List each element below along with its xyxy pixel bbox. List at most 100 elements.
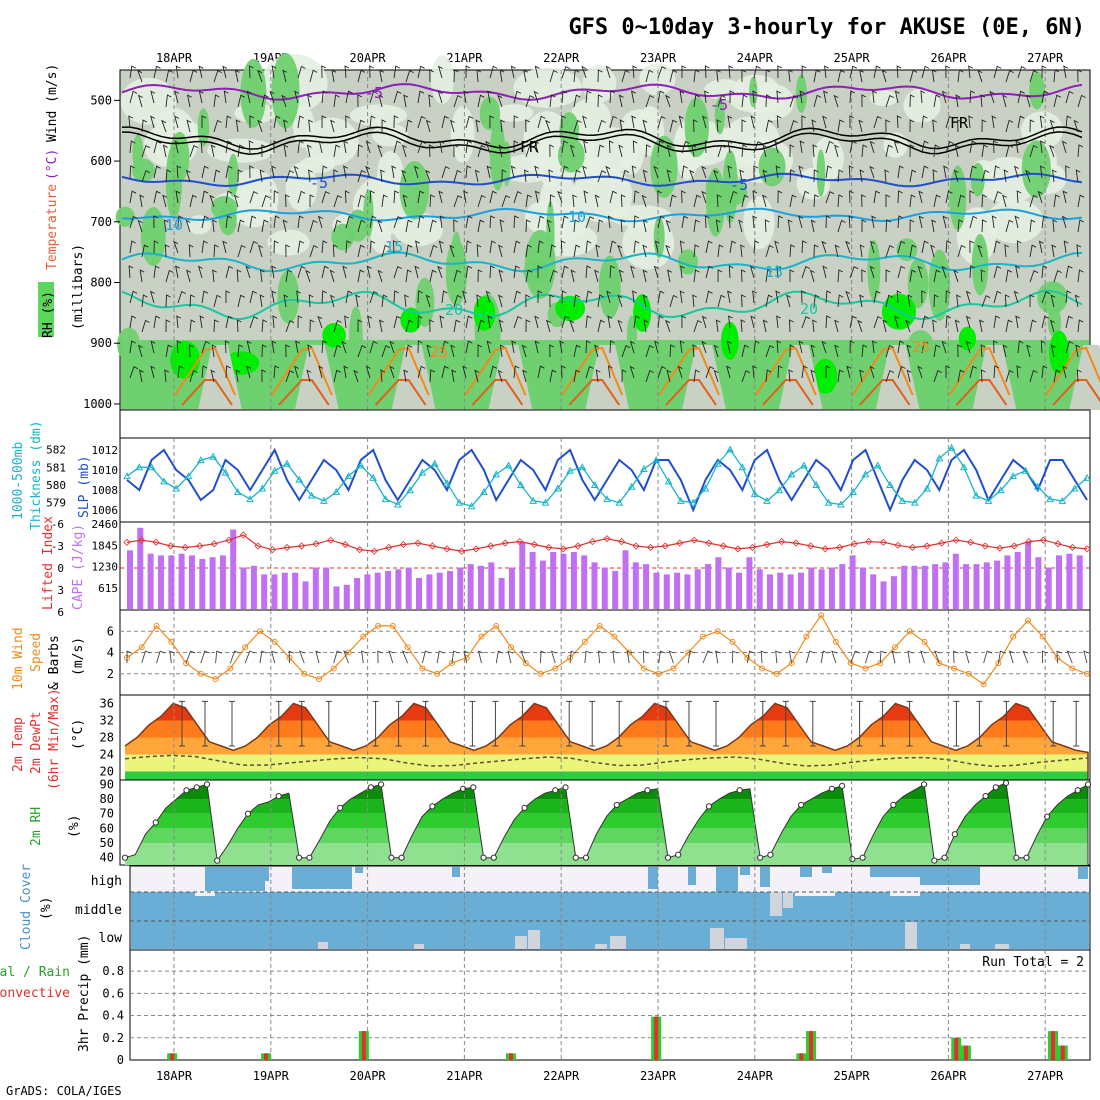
wind-barb: [333, 144, 341, 158]
wind-barb: [501, 194, 511, 208]
thickness-point: [406, 486, 414, 494]
wind-barb: [525, 319, 531, 333]
wind-barb: [1017, 115, 1025, 129]
wind-barb: [825, 290, 832, 304]
wind-barb: [437, 265, 443, 279]
wind-barb: [273, 190, 279, 204]
wind-barb: [969, 365, 978, 379]
wind-barb: [857, 319, 863, 333]
wind-barb: [848, 165, 854, 179]
lifted-index-point: [617, 538, 626, 546]
wind-barb: [441, 115, 449, 129]
wind-barb: [246, 365, 252, 379]
date-bottom-18APR: 18APR: [156, 1069, 193, 1083]
wind-barb: [885, 294, 893, 308]
rh-high-area: [1029, 71, 1045, 110]
wind-barb: [357, 219, 366, 233]
rh2m-point: [388, 854, 395, 861]
wind-barb: [429, 219, 437, 233]
wind-barb: [1038, 240, 1044, 254]
wind10-barb: [126, 650, 133, 664]
wind-barb: [945, 315, 952, 329]
wind-barb: [642, 169, 648, 183]
wind-barb: [594, 194, 600, 208]
wind-barb: [525, 269, 533, 283]
wind10-barb: [1066, 650, 1073, 664]
thickness-point: [578, 463, 587, 471]
wind-barb: [669, 69, 678, 83]
wind-barb: [837, 269, 844, 283]
wind-barb: [657, 215, 665, 229]
thickness-point: [295, 475, 304, 483]
wind-barb: [246, 340, 252, 354]
precip-convective-bar: [654, 1016, 659, 1060]
rh-legend-swatch: [38, 282, 54, 337]
cloud-grid: [130, 866, 1090, 950]
wind-barb: [921, 65, 930, 79]
rh2m-point: [296, 854, 303, 861]
cape-bar: [395, 569, 402, 609]
wind-barb: [246, 90, 252, 104]
wind-barb: [165, 169, 172, 183]
wind-barb: [285, 344, 291, 358]
lifted-index-point: [1010, 542, 1018, 550]
wind-barb: [701, 340, 707, 354]
wind-barb: [273, 365, 280, 379]
wind-barb: [369, 290, 379, 304]
rh2m-unit-label: (%): [67, 815, 82, 838]
wind-barb: [1061, 140, 1067, 154]
precip-total-label: Total / Rain: [0, 965, 70, 980]
cape-bar: [994, 560, 1001, 609]
temp-minmax-bar: [713, 700, 719, 747]
wind-barb: [681, 65, 687, 78]
wind10-barb: [315, 650, 322, 664]
thickness-point: [677, 496, 685, 504]
wind-barb: [297, 240, 305, 254]
wind-barb: [393, 90, 402, 104]
wind-barb: [741, 344, 749, 358]
wind-barb: [367, 315, 373, 329]
wind-barb: [965, 290, 971, 304]
wind-barb: [129, 140, 136, 154]
wind-barb: [357, 345, 367, 358]
wind-barb: [1029, 244, 1037, 258]
wind10-point: [227, 665, 234, 672]
wind-barb: [236, 319, 242, 333]
pressure-tick-700: 700: [90, 215, 112, 229]
wind10-barb: [597, 650, 604, 664]
wind-barb: [704, 90, 709, 104]
wind10-barb: [451, 650, 459, 664]
wind-barb: [702, 115, 708, 129]
wind-barb: [128, 115, 134, 129]
wind-barb: [225, 115, 232, 129]
rh-low-area: [450, 106, 475, 163]
wind-barb: [189, 294, 195, 308]
wind-barb: [463, 90, 469, 104]
wind10-point: [153, 622, 160, 629]
wind10-point: [316, 676, 322, 683]
wind-barb: [821, 340, 827, 354]
wind-barb: [918, 190, 924, 204]
rh-low-area: [493, 104, 534, 122]
rh2m-tick: 90: [100, 777, 114, 791]
cape-bar: [457, 567, 464, 609]
wind-barb: [679, 240, 685, 254]
wind-barb: [909, 244, 917, 258]
temp-minmax-bar: [298, 700, 305, 747]
wind-barb: [776, 115, 782, 129]
wind-barb: [345, 115, 350, 129]
wind-barb: [342, 265, 348, 279]
wind-barb: [549, 94, 556, 108]
lifted-index-point: [967, 538, 975, 546]
wind-barb: [704, 65, 710, 79]
wind-barb: [849, 340, 855, 354]
wind-barb: [765, 244, 774, 258]
wind-barb: [165, 294, 171, 308]
wind-barb: [881, 69, 887, 83]
wind-barb: [357, 144, 363, 158]
wind-barb: [269, 90, 275, 104]
rh2m-point: [244, 810, 252, 817]
wind-barb: [813, 244, 819, 258]
cloud-label: Cloud Cover: [19, 864, 34, 950]
wind-barb: [981, 219, 987, 233]
